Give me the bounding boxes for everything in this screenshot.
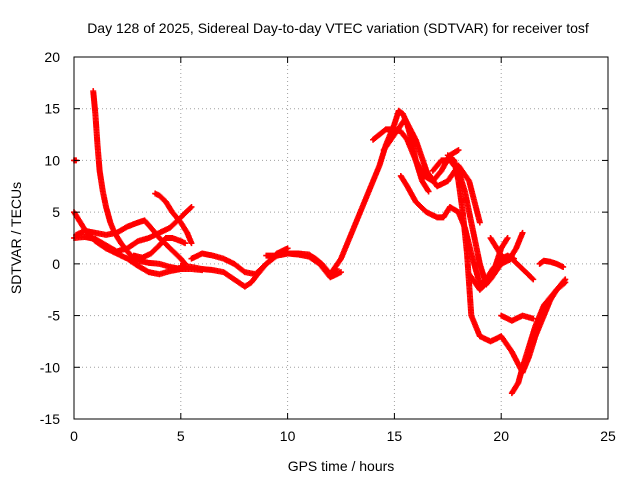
point-marker xyxy=(476,219,483,226)
series-arc-late-6 xyxy=(508,276,569,397)
y-tick-label: 15 xyxy=(44,101,60,117)
series-arc-early-3 xyxy=(73,217,189,267)
x-tick-label: 10 xyxy=(280,428,296,444)
point-marker xyxy=(530,315,537,322)
series-arc-early-4 xyxy=(130,235,189,261)
point-marker xyxy=(504,235,511,241)
point-marker xyxy=(188,240,195,247)
x-tick-label: 25 xyxy=(600,428,616,444)
y-axis-title: SDTVAR / TECUs xyxy=(8,182,24,294)
y-tick-label: -5 xyxy=(48,308,61,324)
axis-ticks: 0 5 10 15 20 25 20 15 10 5 0 -5 -10 -15 xyxy=(40,49,616,444)
series-arc-late-8 xyxy=(519,279,569,376)
y-tick-label: -15 xyxy=(40,411,60,427)
chart-title: Day 128 of 2025, Sidereal Day-to-day VTE… xyxy=(87,20,589,36)
point-marker xyxy=(182,240,189,247)
series-arc-late-9 xyxy=(536,257,567,270)
x-tick-label: 15 xyxy=(387,428,403,444)
point-marker xyxy=(338,269,344,276)
series-arc-late-5 xyxy=(498,312,537,324)
plot-frame xyxy=(73,56,609,420)
y-tick-label: 10 xyxy=(44,152,60,168)
series-arc-late-3 xyxy=(444,152,526,376)
x-tick-label: 0 xyxy=(70,428,78,444)
data-marks xyxy=(71,88,569,397)
point-marker xyxy=(425,188,432,195)
y-tick-label: 5 xyxy=(52,204,60,220)
series-arc-late-7 xyxy=(487,229,526,262)
series-arc-mid-2 xyxy=(177,245,291,290)
point-marker xyxy=(455,147,462,154)
point-marker xyxy=(560,263,567,270)
y-tick-label: 20 xyxy=(44,49,60,65)
y-tick-label: -10 xyxy=(40,359,60,375)
point-marker xyxy=(530,276,537,283)
series-arc-late-4 xyxy=(466,255,537,293)
series-arc-spike xyxy=(90,88,206,274)
x-tick-label: 20 xyxy=(493,428,509,444)
x-axis-title: GPS time / hours xyxy=(288,458,395,474)
series-arc-mid-3 xyxy=(263,250,344,281)
point-marker xyxy=(562,279,569,286)
point-marker xyxy=(284,245,291,252)
point-marker xyxy=(187,205,194,212)
point-marker xyxy=(529,275,536,282)
x-tick-label: 5 xyxy=(177,428,185,444)
series-arc-early-5 xyxy=(152,190,195,247)
point-marker xyxy=(188,203,195,210)
y-tick-label: 0 xyxy=(52,256,60,272)
point-marker xyxy=(519,229,526,236)
